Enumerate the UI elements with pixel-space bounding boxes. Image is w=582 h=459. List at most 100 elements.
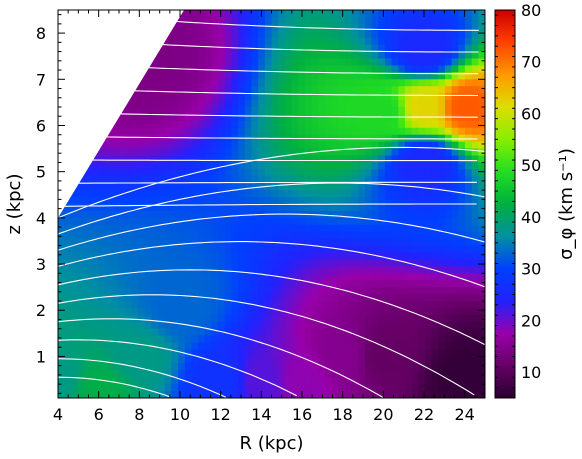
heatmap-cell	[224, 65, 233, 73]
heatmap-cell	[451, 342, 459, 351]
heatmap-cell	[324, 141, 333, 150]
heatmap-cell	[84, 370, 92, 378]
heatmap-cell	[191, 384, 199, 392]
heatmap-cell	[284, 58, 293, 67]
heatmap-cell	[198, 100, 206, 108]
heatmap-cell	[231, 217, 239, 226]
heatmap-cell	[211, 127, 219, 136]
heatmap-cell	[291, 370, 299, 378]
heatmap-cell	[378, 335, 386, 344]
heatmap-cell	[251, 314, 259, 323]
heatmap-cell	[271, 100, 279, 108]
heatmap-cell	[224, 287, 233, 295]
heatmap-cell	[384, 342, 393, 351]
heatmap-cell	[444, 294, 453, 302]
heatmap-cell	[224, 197, 233, 205]
contour-lines	[58, 20, 485, 398]
heatmap-cell	[338, 266, 346, 274]
heatmap-cell	[238, 65, 246, 73]
heatmap-cell	[378, 204, 386, 212]
heatmap-cell	[238, 72, 246, 80]
heatmap-cell	[78, 307, 86, 316]
heatmap-cell	[264, 314, 273, 323]
heatmap-cell	[444, 356, 453, 364]
heatmap-cell	[291, 58, 299, 67]
heatmap-cell	[478, 23, 485, 32]
heatmap-cell	[438, 162, 446, 170]
heatmap-cell	[184, 328, 193, 337]
heatmap-cell	[404, 16, 413, 25]
heatmap-cell	[258, 120, 266, 129]
heatmap-cell	[251, 141, 259, 150]
heatmap-cell	[391, 65, 399, 73]
heatmap-cell	[438, 51, 446, 60]
heatmap-cell	[411, 349, 419, 358]
heatmap-cell	[118, 370, 126, 378]
heatmap-cell	[311, 356, 319, 364]
heatmap-cell	[478, 30, 485, 39]
heatmap-cell	[438, 224, 446, 233]
heatmap-cell	[251, 58, 259, 67]
heatmap-cell	[371, 294, 379, 302]
heatmap-cell	[464, 30, 473, 39]
heatmap-cell	[418, 44, 426, 53]
heatmap-cell	[438, 79, 446, 87]
heatmap-cell	[384, 197, 393, 205]
heatmap-cell	[464, 294, 473, 302]
heatmap-cell	[284, 307, 293, 316]
heatmap-cell	[138, 148, 146, 157]
heatmap-cell	[151, 86, 159, 94]
heatmap-cell	[471, 349, 479, 358]
heatmap-cell	[211, 280, 219, 288]
heatmap-cell	[191, 349, 199, 358]
heatmap-cell	[384, 107, 393, 115]
heatmap-cell	[231, 141, 239, 150]
heatmap-cell	[324, 16, 333, 25]
heatmap-cell	[451, 314, 459, 323]
heatmap-cell	[444, 86, 453, 94]
heatmap-cell	[218, 93, 226, 101]
heatmap-cell	[444, 30, 453, 39]
heatmap-cell	[411, 231, 419, 240]
heatmap-cell	[378, 384, 386, 392]
heatmap-cell	[438, 190, 446, 198]
heatmap-cell	[331, 72, 339, 80]
heatmap-cell	[258, 30, 266, 39]
heatmap-cell	[151, 79, 159, 87]
heatmap-cell	[311, 51, 319, 60]
heatmap-cell	[284, 356, 293, 364]
heatmap-cell	[144, 120, 152, 129]
heatmap-cell	[258, 86, 266, 94]
heatmap-cell	[284, 294, 293, 302]
contour-line	[93, 159, 478, 162]
heatmap-cell	[204, 245, 213, 254]
heatmap-cell	[331, 37, 339, 46]
heatmap-cell	[64, 245, 72, 254]
heatmap-cell	[258, 79, 266, 87]
heatmap-cell	[438, 314, 446, 323]
heatmap-cell	[151, 231, 159, 240]
heatmap-cell	[284, 44, 293, 53]
heatmap-cell	[404, 100, 413, 108]
heatmap-cell	[404, 93, 413, 101]
heatmap-cell	[398, 231, 406, 240]
heatmap-cell	[224, 148, 233, 157]
heatmap-cell	[224, 307, 233, 316]
contour-line	[134, 90, 479, 97]
heatmap-cell	[344, 391, 353, 398]
heatmap-cell	[144, 162, 152, 170]
heatmap-cell	[251, 217, 259, 226]
heatmap-cell	[324, 328, 333, 337]
heatmap-cell	[364, 328, 373, 337]
heatmap-cell	[404, 314, 413, 323]
heatmap-cell	[271, 72, 279, 80]
heatmap-cell	[144, 259, 152, 267]
heatmap-cell	[444, 370, 453, 378]
heatmap-cell	[418, 217, 426, 226]
heatmap-cell	[204, 93, 213, 101]
heatmap-cell	[184, 23, 193, 32]
heatmap-cell	[324, 287, 333, 295]
heatmap-cell	[271, 224, 279, 233]
heatmap-cell	[431, 86, 439, 94]
